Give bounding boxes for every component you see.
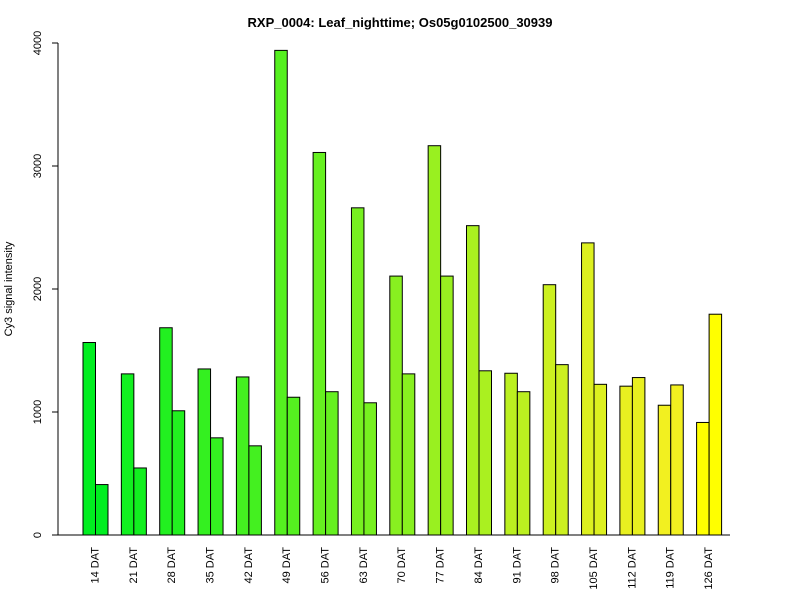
bar (708, 313, 723, 536)
bar (286, 396, 301, 536)
x-tick-label: 84 DAT (473, 547, 485, 584)
bar (159, 327, 173, 536)
bar (696, 421, 710, 536)
bar (440, 275, 454, 536)
x-tick-label: 112 DAT (626, 547, 638, 589)
x-tick-label: 49 DAT (281, 547, 293, 584)
x-tick-label: 35 DAT (204, 547, 216, 584)
bar (478, 370, 492, 536)
bar (389, 275, 403, 536)
bar (82, 342, 96, 536)
bar (427, 145, 442, 536)
x-tick-label: 98 DAT (550, 547, 562, 584)
x-tick-label: 77 DAT (435, 547, 447, 584)
bar (274, 49, 288, 536)
x-tick-label: 28 DAT (166, 547, 178, 584)
bar (120, 373, 135, 536)
bar (657, 404, 672, 536)
x-tick-label: 126 DAT (703, 547, 715, 590)
bar (133, 467, 147, 536)
bar (197, 368, 212, 536)
bar (619, 385, 633, 536)
y-axis-label: Cy3 signal intensity (3, 241, 15, 336)
y-tick-label: 0 (32, 532, 44, 538)
bars (82, 49, 723, 536)
bar (466, 225, 480, 536)
x-tick-label: 42 DAT (243, 547, 255, 584)
bar (248, 445, 262, 536)
bar (516, 391, 531, 536)
x-tick-label: 119 DAT (665, 547, 677, 589)
y-tick-label: 1000 (32, 400, 44, 424)
bar (670, 384, 684, 536)
x-tick-label: 14 DAT (89, 547, 101, 584)
bar (210, 437, 224, 536)
x-tick-label: 70 DAT (396, 547, 408, 584)
y-tick-label: 2000 (32, 277, 44, 301)
bar (95, 484, 109, 536)
bar (593, 383, 608, 536)
bar (542, 284, 557, 536)
y-tick-label: 3000 (32, 154, 44, 178)
x-tick-label: 63 DAT (358, 547, 370, 584)
bar (631, 377, 646, 536)
bar (504, 372, 518, 536)
bar (171, 410, 186, 536)
bar (312, 151, 327, 536)
y-tick-label: 4000 (32, 31, 44, 55)
bar (363, 402, 377, 536)
bar (555, 364, 569, 536)
bar (325, 391, 339, 536)
bar (235, 376, 250, 536)
bar (581, 242, 595, 536)
bar (401, 373, 416, 536)
x-tick-label: 56 DAT (320, 547, 332, 584)
x-tick-label: 105 DAT (588, 547, 600, 590)
x-tick-label: 21 DAT (128, 547, 140, 584)
x-tick-labels: 14 DAT 21 DAT 28 DAT 35 DAT 42 DAT 49 DAT 56 D… (89, 547, 715, 590)
bar (350, 207, 365, 536)
x-tick-label: 91 DAT (511, 547, 523, 584)
y-axis: 0 1000 2000 3000 4000 (32, 31, 59, 538)
chart-title: RXP_0004: Leaf_nighttime; Os05g0102500_3… (248, 15, 553, 30)
